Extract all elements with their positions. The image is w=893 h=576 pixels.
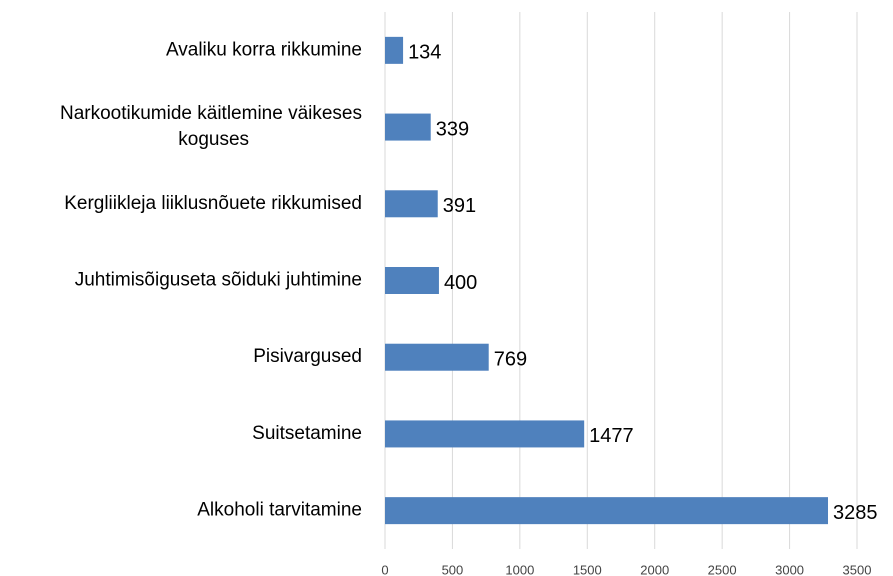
x-tick-label: 0 bbox=[381, 562, 388, 576]
data-label: 339 bbox=[436, 118, 469, 140]
data-label: 1477 bbox=[589, 425, 634, 447]
y-tick-label: Juhtimisõiguseta sõiduki juhtimine bbox=[75, 270, 362, 291]
y-tick-label: Pisivargused bbox=[253, 346, 362, 367]
y-tick-label: Suitsetamine bbox=[252, 423, 362, 444]
x-tick-label: 1000 bbox=[505, 562, 534, 576]
data-label: 134 bbox=[408, 42, 441, 64]
data-label: 400 bbox=[444, 272, 477, 294]
x-tick-label: 500 bbox=[442, 562, 464, 576]
x-tick-label: 2500 bbox=[708, 562, 737, 576]
bar bbox=[385, 113, 431, 141]
data-label: 769 bbox=[494, 348, 527, 370]
bar bbox=[385, 497, 829, 525]
data-label: 3285 bbox=[833, 502, 878, 524]
data-label: 391 bbox=[443, 195, 476, 217]
y-tick-label: Narkootikumide käitlemine väikeses kogus… bbox=[60, 103, 362, 150]
bar bbox=[385, 343, 489, 371]
bar bbox=[385, 267, 439, 294]
y-tick-label: Alkoholi tarvitamine bbox=[197, 500, 362, 521]
x-tick-label: 2000 bbox=[640, 562, 669, 576]
x-tick-label: 1500 bbox=[573, 562, 602, 576]
x-tick-label: 3000 bbox=[775, 562, 804, 576]
y-tick-label: Kergliikleja liiklusnõuete rikkumised bbox=[64, 193, 362, 214]
bar bbox=[385, 36, 404, 64]
x-tick-label: 3500 bbox=[843, 562, 872, 576]
bar bbox=[385, 190, 438, 218]
y-tick-label: Avaliku korra rikkumine bbox=[166, 39, 362, 60]
bar bbox=[385, 420, 585, 448]
